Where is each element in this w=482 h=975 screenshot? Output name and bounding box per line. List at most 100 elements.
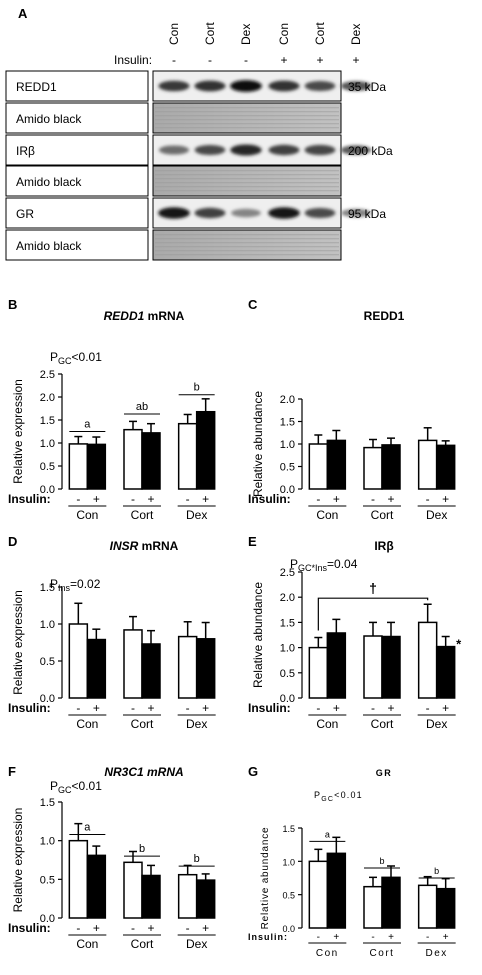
insulin-sign: +	[280, 53, 287, 67]
insulin-sign: +	[443, 932, 449, 943]
chart-title-gene: INSR	[110, 539, 139, 553]
group-label: Dex	[426, 717, 447, 731]
chart-title: REDD1	[364, 309, 405, 323]
group-label: Dex	[186, 717, 207, 731]
lane-label: Dex	[349, 24, 363, 45]
chart-title: REDD1 mRNA	[104, 309, 185, 323]
stat-value: =0.04	[327, 557, 358, 571]
panel-letter: D	[8, 534, 17, 549]
bar	[177, 873, 198, 919]
stain-streak	[155, 182, 339, 184]
bar	[177, 635, 198, 699]
insulin-sign: -	[316, 701, 320, 715]
blot-label-box	[5, 102, 149, 134]
bar	[363, 635, 383, 699]
stat-annotation: PIns=0.02	[50, 577, 101, 593]
significance-letter: b	[194, 853, 200, 865]
amido-black-row: Amido black	[5, 102, 342, 134]
chart-title: INSR mRNA	[110, 539, 179, 553]
group-label: Con	[316, 717, 338, 731]
insulin-sign: -	[76, 921, 80, 935]
lane-label: Cort	[203, 22, 217, 45]
y-tick-label: 2.0	[40, 392, 55, 404]
significance-letter: b	[379, 856, 384, 866]
stain-streak	[155, 246, 339, 248]
bar	[177, 422, 198, 490]
group-label: Con	[316, 508, 338, 522]
bar	[308, 443, 329, 490]
stain-streak	[155, 119, 339, 121]
stat-value: <0.01	[72, 779, 103, 793]
panel-g-chart: G GR PGC<0.01 0.0 0.5 1.0 1.5 Relative abundanc…	[248, 764, 456, 959]
y-tick-label: 0.0	[40, 693, 55, 705]
stain-streak	[155, 250, 339, 252]
stain-streak	[155, 107, 339, 109]
bar	[141, 643, 161, 699]
y-tick-label: 0.0	[40, 484, 55, 496]
y-tick-label: 0.5	[40, 461, 55, 473]
chart-title-gene: GR	[376, 768, 393, 778]
significance-letter: a	[84, 821, 91, 833]
lane-label: Con	[277, 23, 291, 45]
bar	[417, 621, 438, 699]
stat-subscript: GC	[321, 796, 334, 803]
chart-title-suffix: mRNA	[138, 539, 178, 553]
blot-band	[194, 207, 226, 219]
bar	[86, 638, 107, 699]
insulin-row-label: Insulin:	[114, 53, 152, 67]
panel-letter: G	[248, 764, 258, 779]
insulin-sign: -	[131, 492, 135, 506]
insulin-sign: +	[147, 492, 154, 506]
insulin-sign: +	[202, 921, 209, 935]
stat-p: P	[290, 557, 298, 571]
insulin-sign: +	[147, 921, 154, 935]
y-tick-label: 1.5	[280, 617, 295, 629]
chart-title-gene: REDD1	[364, 309, 405, 323]
blot-label-box	[5, 197, 149, 229]
blot-band	[158, 145, 190, 155]
group-label: Cort	[371, 508, 394, 522]
y-tick-label: 0.0	[282, 924, 295, 934]
stain-streak	[155, 234, 339, 236]
blot-band	[194, 80, 226, 92]
group-label: Dex	[186, 508, 207, 522]
stain-streak	[155, 123, 339, 125]
amido-black-row: Amido black	[5, 165, 342, 197]
panel-a-western-blot: A Con Cort Dex Con Cort Dex Insulin: - - - + + + R…	[5, 6, 393, 261]
y-tick-label: 0.0	[280, 484, 295, 496]
blot-band	[230, 144, 262, 156]
lane-label: Cort	[313, 22, 327, 45]
bar	[68, 443, 89, 490]
insulin-sign: +	[387, 701, 394, 715]
stat-annotation: PGC<0.01	[314, 790, 363, 803]
insulin-sign: +	[147, 701, 154, 715]
blot-label-box	[5, 70, 149, 102]
y-tick-label: 2.5	[40, 369, 55, 381]
insulin-sign: -	[186, 921, 190, 935]
insulin-sign: -	[371, 492, 375, 506]
bar	[308, 646, 329, 699]
y-axis-label: Relative expression	[11, 590, 25, 695]
insulin-sign: -	[244, 53, 248, 67]
bar	[86, 854, 107, 919]
bar	[435, 645, 456, 699]
stain-streak	[155, 242, 339, 244]
group-label: Cort	[131, 508, 154, 522]
insulin-signs: - - - + + +	[172, 53, 360, 67]
y-tick-label: 0.5	[280, 462, 295, 474]
significance-letter: b	[434, 866, 439, 876]
blot-label-box	[5, 134, 149, 166]
blot-label: IRβ	[16, 144, 35, 158]
panel-e-chart: E IRβ PGC*Ins=0.04 0.0 0.5 1.0 1.5 2.0 2.5 Relati…	[248, 534, 462, 731]
y-tick-label: 0.5	[282, 891, 295, 901]
blot-band	[341, 208, 371, 218]
blot-band	[158, 80, 190, 92]
insulin-sign: +	[442, 701, 449, 715]
insulin-sign: +	[316, 53, 323, 67]
insulin-sign: +	[93, 701, 100, 715]
y-tick-label: 1.0	[280, 439, 295, 451]
insulin-sign: -	[426, 932, 429, 943]
blot-label-box	[5, 229, 149, 261]
y-tick-label: 1.0	[40, 438, 55, 450]
